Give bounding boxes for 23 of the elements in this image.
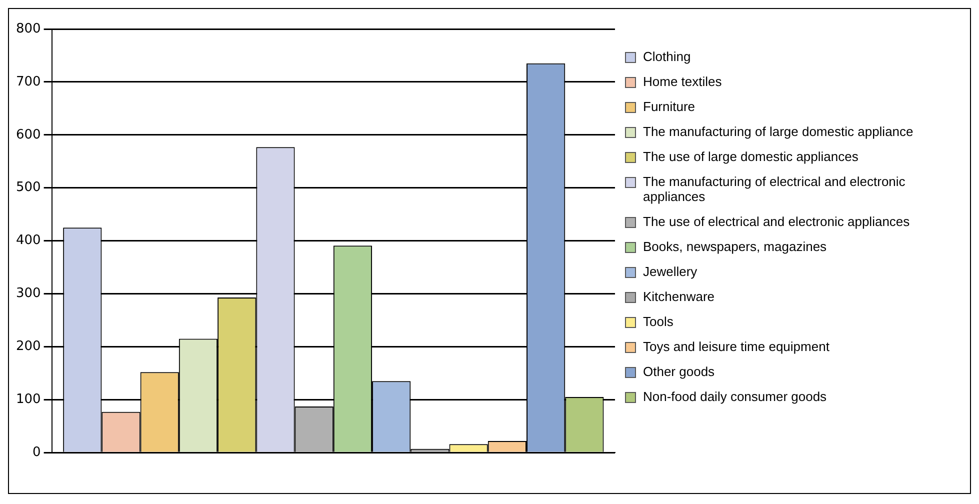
y-tick-label: 500 [16,180,41,196]
legend-label: Toys and leisure time equipment [643,339,830,354]
legend-label: Tools [643,314,674,329]
legend-label: The manufacturing of large domestic appliance [643,124,914,139]
y-tick-label: 400 [16,233,41,248]
y-tick-label: 300 [16,286,41,302]
y-tick-label: 100 [16,392,41,408]
y-tick-label: 200 [16,339,41,354]
legend-label: Books, newspapers, magazines [643,239,827,254]
legend-label: Other goods [643,364,715,379]
legend-label: Non-food daily consumer goods [643,389,827,404]
legend-label: The use of large domestic appliances [643,149,858,164]
y-tick-label: 600 [16,127,41,142]
y-tick-label: 700 [16,74,41,90]
legend-label: The use of electrical and electronic appliances [643,214,910,229]
legend-label: Jewellery [643,264,698,279]
legend-label: The manufacturing of electrical and electronic appliances [643,174,906,204]
y-tick-label: 800 [16,21,41,36]
legend-label: Home textiles [643,74,722,89]
legend-label: Furniture [643,99,696,114]
y-tick-label: 0 [32,444,41,460]
legend-label: Clothing [643,49,691,64]
legend-label: Kitchenware [643,289,715,304]
